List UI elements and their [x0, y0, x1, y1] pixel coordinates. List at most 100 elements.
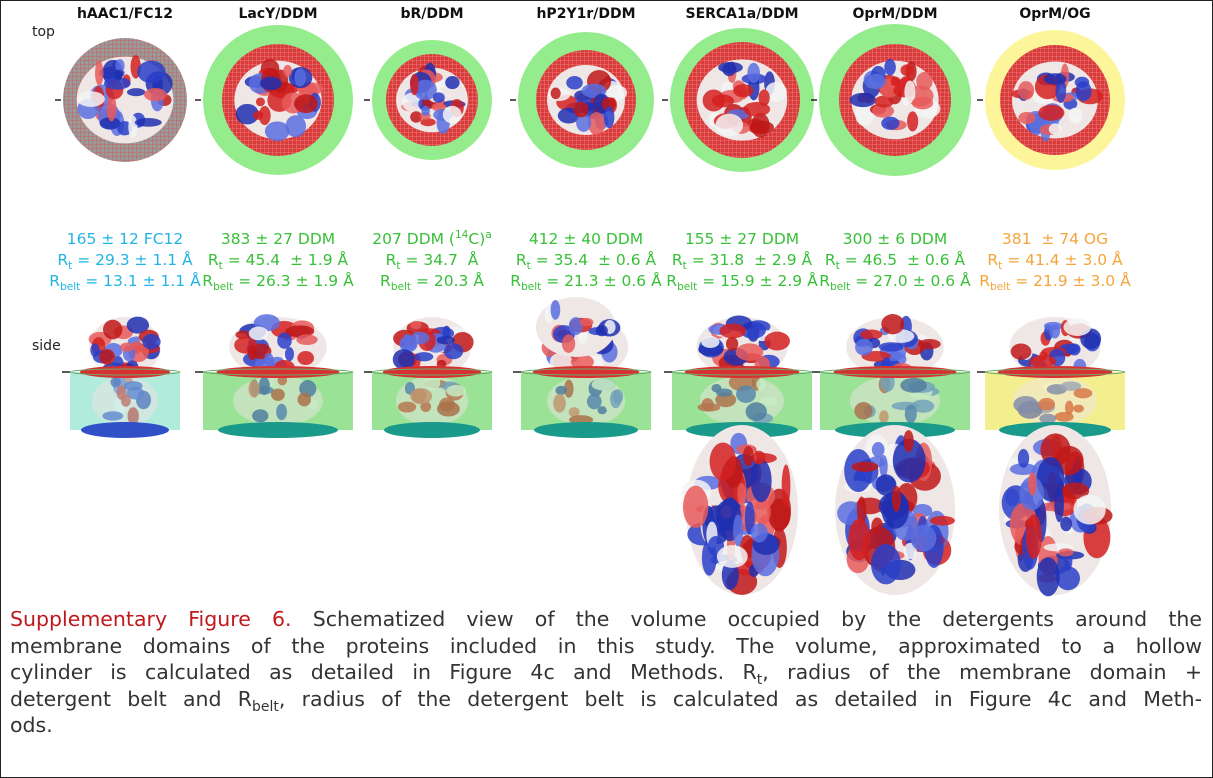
surface-patch — [856, 496, 867, 525]
subscript: belt — [990, 281, 1011, 294]
column-title: hAAC1/FC12 — [76, 6, 174, 22]
surface-patch — [929, 515, 955, 526]
text-run: 381 ± 74 OG — [1001, 230, 1109, 248]
surface-patch — [410, 388, 433, 405]
surface-patch — [258, 376, 270, 396]
surface-patch — [126, 88, 146, 97]
surface-patch — [1054, 486, 1064, 523]
text-run: R — [819, 272, 831, 290]
subscript: t — [998, 260, 1003, 273]
column-detergent: 300 ± 6 DDM — [815, 230, 975, 248]
surface-patch — [99, 117, 121, 130]
surface-patch — [1068, 107, 1083, 123]
protein-side-top — [696, 315, 790, 378]
text-run: = 26.3 ± 1.9 Å — [233, 272, 354, 290]
subscript: belt — [830, 281, 851, 294]
surface-patch — [892, 438, 926, 483]
surface-patch — [711, 94, 735, 108]
surface-patch — [1060, 381, 1082, 391]
subscript: t — [396, 260, 401, 273]
text-run: membrane domains of the proteins include… — [10, 633, 1202, 658]
text-run: = 41.4 ± 3.0 Å — [1002, 251, 1123, 269]
surface-patch — [768, 498, 791, 531]
surface-patch — [248, 326, 269, 341]
surface-patch — [297, 351, 315, 366]
surface-patch — [904, 80, 916, 104]
text-run: = 20.3 Å — [411, 272, 484, 290]
surface-patch — [1027, 472, 1037, 496]
surface-patch — [410, 320, 422, 330]
surface-patch — [1058, 548, 1074, 557]
surface-patch — [247, 344, 257, 361]
surface-patch — [123, 381, 143, 391]
surface-patch — [1073, 494, 1106, 525]
surface-patch — [719, 323, 747, 339]
upper-disc — [532, 366, 640, 378]
upper-disc — [79, 366, 171, 378]
column-rbelt: Rbelt = 27.0 ± 0.6 Å — [815, 272, 975, 294]
surface-patch — [918, 339, 941, 350]
surface-patch — [264, 121, 290, 142]
surface-patch — [904, 404, 917, 424]
surface-patch — [255, 97, 265, 107]
protein-top — [547, 65, 628, 136]
column-rbelt: Rbelt = 21.9 ± 3.0 Å — [975, 272, 1135, 294]
surface-patch — [701, 336, 720, 348]
surface-patch — [781, 464, 791, 507]
caption-line: cylinder is calculated as detailed in Fi… — [10, 659, 1202, 687]
figure-art — [55, 24, 1126, 597]
text-run: R — [49, 272, 61, 290]
text-run: R — [979, 272, 991, 290]
surface-patch — [900, 64, 914, 77]
surface-patch — [903, 542, 917, 560]
column-rbelt: Rbelt = 20.3 Å — [352, 272, 512, 292]
surface-patch — [736, 385, 756, 403]
surface-patch — [1068, 343, 1081, 356]
surface-patch — [1010, 343, 1032, 360]
caption-line: membrane domains of the proteins include… — [10, 633, 1202, 660]
column-title: OprM/OG — [1019, 6, 1091, 22]
lower-disc — [534, 422, 638, 438]
surface-patch — [296, 334, 318, 346]
surface-patch — [410, 111, 423, 123]
surface-patch — [733, 84, 754, 98]
lower-disc — [81, 422, 169, 438]
column-detergent: 412 ± 40 DDM — [506, 230, 666, 248]
surface-patch — [759, 396, 777, 406]
surface-patch — [127, 407, 139, 426]
surface-patch — [443, 343, 464, 360]
protein-side-top — [1009, 317, 1102, 380]
subscript: belt — [60, 281, 81, 294]
surface-patch — [271, 388, 285, 401]
surface-patch — [564, 379, 574, 398]
text-run: R — [515, 251, 527, 269]
text-run: R — [510, 272, 522, 290]
column-rt: Rt = 34.7 Å — [352, 251, 512, 273]
text-run: R — [987, 251, 999, 269]
surface-patch — [410, 331, 430, 345]
surface-patch — [550, 87, 561, 100]
text-run: cylinder is calculated as detailed in Fi… — [10, 660, 757, 684]
surface-patch — [595, 324, 608, 337]
column-detergent: 207 DDM (14C)a — [352, 230, 512, 248]
text-run: R — [824, 251, 836, 269]
surface-patch — [682, 485, 709, 529]
column-title: OprM/DDM — [852, 6, 938, 22]
supscript: a — [485, 228, 492, 241]
caption-label: Supplementary Figure 6. — [10, 607, 292, 631]
detergent-cylinder-front — [820, 372, 970, 430]
surface-patch — [725, 336, 739, 351]
surface-patch — [715, 113, 744, 137]
surface-patch — [733, 514, 744, 547]
column-rt: Rt = 45.4 ± 1.9 Å — [198, 251, 358, 271]
surface-patch — [1064, 400, 1074, 415]
surface-patch — [1075, 81, 1092, 102]
protein-top — [1011, 61, 1104, 142]
surface-patch — [568, 317, 583, 336]
text-run: C) — [468, 230, 486, 248]
lower-disc — [218, 422, 338, 438]
surface-patch — [910, 524, 937, 552]
column-rbelt: Rbelt = 21.3 ± 0.6 Å — [506, 272, 666, 292]
supscript: 14 — [454, 228, 469, 241]
text-run: 300 ± 6 DDM — [842, 230, 948, 248]
